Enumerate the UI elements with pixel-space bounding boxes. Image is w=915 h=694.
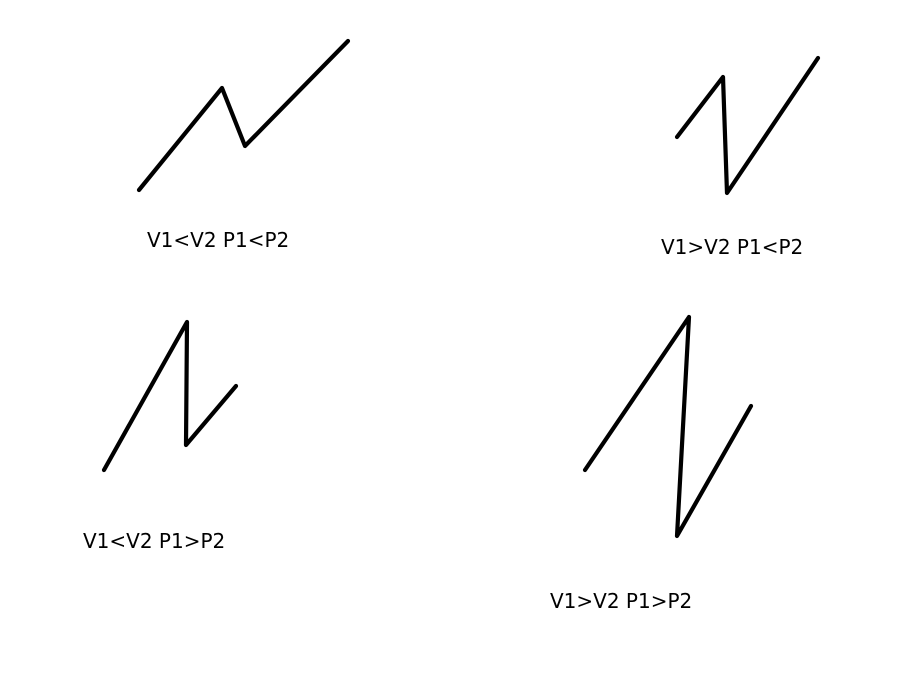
zigzag-line-case-4 xyxy=(582,314,754,539)
case-label-4: V1>V2 P1>P2 xyxy=(550,589,693,613)
zigzag-line-case-2 xyxy=(674,55,821,196)
case-label-2: V1>V2 P1<P2 xyxy=(661,235,804,259)
case-label-1: V1<V2 P1<P2 xyxy=(147,228,290,252)
zigzag-line-case-3 xyxy=(101,319,239,473)
case-label-3: V1<V2 P1>P2 xyxy=(83,529,226,553)
zigzag-line-case-1 xyxy=(136,38,351,193)
